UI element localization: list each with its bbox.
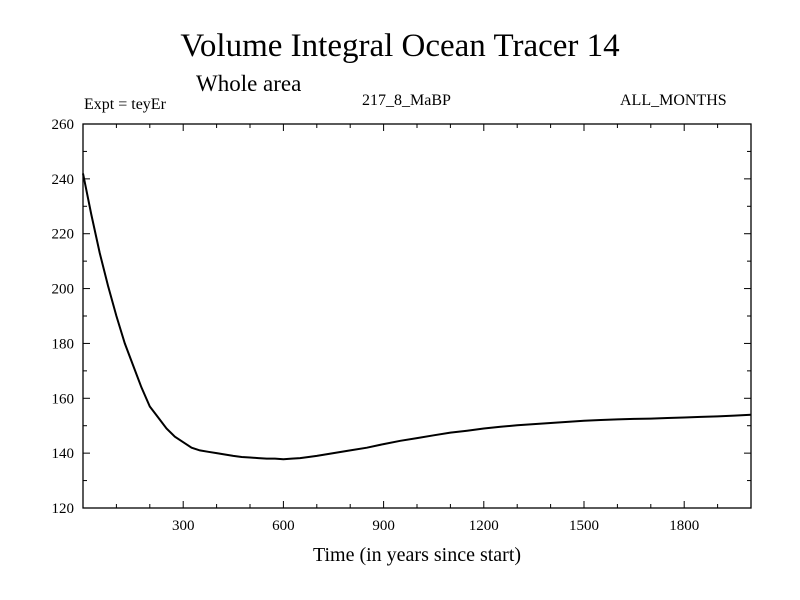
y-tick-label: 240 [52, 172, 75, 188]
x-tick-label: 600 [272, 518, 295, 534]
y-tick-label: 260 [52, 117, 75, 133]
x-axis-label: Time (in years since start) [313, 544, 521, 566]
axis-tick-labels: 300 600 900 1200 1500 1800 120 140 160 180 200 220 2… [52, 117, 700, 534]
y-tick-label: 220 [52, 227, 75, 243]
chart-subtitle: Whole area [196, 71, 302, 96]
y-tick-label: 120 [52, 501, 75, 517]
x-tick-label: 300 [172, 518, 195, 534]
y-tick-label: 140 [52, 446, 75, 462]
y-tick-label: 180 [52, 336, 75, 352]
chart-title: Volume Integral Ocean Tracer 14 [180, 28, 620, 64]
experiment-label: Expt = teyEr [84, 96, 166, 113]
x-tick-label: 1200 [469, 518, 499, 534]
x-tick-label: 1800 [669, 518, 699, 534]
axis-ticks [83, 124, 751, 508]
y-tick-label: 160 [52, 391, 75, 407]
x-tick-label: 1500 [569, 518, 599, 534]
y-tick-label: 200 [52, 282, 75, 298]
x-tick-label: 900 [372, 518, 395, 534]
plot-frame [82, 123, 752, 509]
series-line [82, 173, 752, 461]
run-label: 217_8_MaBP [362, 92, 451, 109]
months-label: ALL_MONTHS [620, 92, 727, 109]
